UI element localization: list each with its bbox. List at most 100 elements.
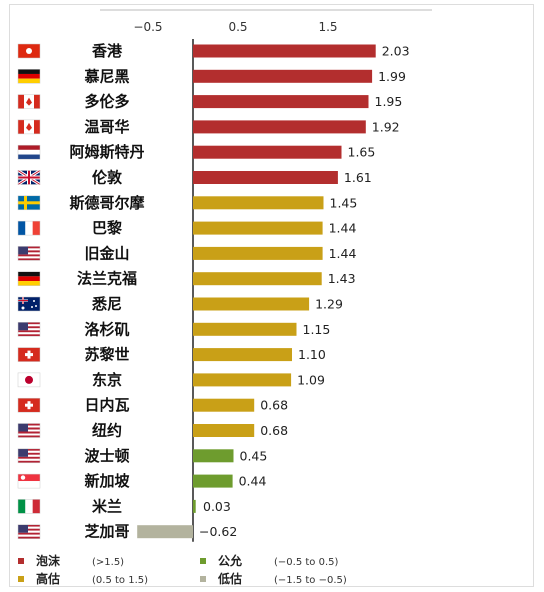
flag-canada-icon (17, 94, 41, 109)
bar-row-5: 伦敦 1.61 (17, 169, 372, 187)
city-label: 巴黎 (92, 219, 122, 237)
bar (193, 424, 255, 437)
flag-australia-icon (17, 296, 41, 312)
city-label: 新加坡 (84, 472, 129, 490)
bar (193, 221, 323, 235)
city-label: 温哥华 (84, 118, 129, 136)
bar-row-9: 法兰克福 1.43 (17, 270, 356, 288)
city-label: 苏黎世 (84, 346, 129, 364)
city-label: 斯德哥尔摩 (69, 194, 145, 212)
bar-row-0: 香港 2.03 (17, 42, 410, 60)
bar (193, 44, 376, 58)
city-label: 慕尼黑 (83, 67, 129, 85)
bar (193, 297, 310, 311)
value-label: 0.44 (239, 474, 267, 489)
bar (193, 272, 322, 286)
city-label: 纽约 (92, 422, 122, 440)
bar (193, 499, 196, 513)
flag-germany-icon (17, 69, 41, 84)
bar-row-3: 温哥华 1.92 (17, 118, 400, 136)
flag-canada-icon (17, 119, 41, 135)
flag-usa-icon (17, 246, 41, 261)
value-label: 1.45 (330, 195, 358, 210)
flag-france-icon (17, 220, 41, 236)
value-label: 1.92 (372, 119, 400, 134)
city-label: 伦敦 (92, 169, 123, 187)
value-label: 0.45 (240, 448, 268, 463)
flag-japan-icon (17, 372, 41, 388)
flag-usa-icon (17, 423, 41, 438)
bar-row-8: 旧金山 1.44 (17, 244, 357, 262)
value-label: 1.61 (344, 170, 372, 185)
row-layer: 香港 2.03 慕尼黑 1.99 多伦多 1.95 温哥华 1.92 阿姆斯特丹 1.65 伦敦 1.… (17, 42, 410, 541)
bar-row-12: 苏黎世 1.10 (17, 346, 326, 364)
flag-switzerland-icon (17, 347, 41, 362)
value-label: 1.15 (303, 322, 331, 337)
city-label: 日内瓦 (84, 396, 129, 414)
bar-row-15: 纽约 0.68 (17, 422, 288, 440)
bar (193, 196, 324, 210)
city-label: 东京 (92, 371, 122, 389)
flag-singapore-icon (17, 473, 41, 489)
city-label: 芝加哥 (84, 523, 129, 541)
bar (193, 69, 373, 83)
bar (137, 525, 193, 539)
bar-row-19: 芝加哥 −0.62 (17, 523, 237, 541)
value-label: 1.99 (378, 69, 406, 84)
city-label: 香港 (92, 42, 123, 60)
value-label: 1.65 (348, 145, 376, 160)
city-label: 多伦多 (84, 93, 129, 111)
value-label: 2.03 (382, 44, 410, 59)
bar (193, 398, 255, 412)
value-label: 1.29 (315, 297, 343, 312)
bar-row-11: 洛杉矶 1.15 (17, 320, 331, 338)
value-label: 0.68 (260, 423, 288, 438)
tick-label-2: 1.5 (318, 20, 337, 34)
value-label: 0.68 (260, 398, 288, 413)
bar (193, 474, 233, 488)
city-label: 米兰 (92, 497, 122, 515)
bar-row-16: 波士顿 0.45 (17, 447, 268, 465)
bar (193, 95, 369, 109)
bar (193, 449, 234, 463)
tick-label-0: −0.5 (133, 20, 162, 34)
flag-hongkong-icon (17, 43, 41, 59)
value-label: 1.43 (328, 271, 356, 286)
bar-row-6: 斯德哥尔摩 1.45 (17, 194, 358, 212)
bar-row-17: 新加坡 0.44 (17, 472, 267, 490)
city-label: 阿姆斯特丹 (69, 143, 144, 161)
bar (193, 120, 366, 134)
city-label: 悉尼 (91, 295, 122, 313)
city-label: 洛杉矶 (84, 320, 129, 338)
bar (193, 322, 297, 336)
value-label: 1.44 (329, 221, 357, 236)
value-label: 1.10 (298, 347, 326, 362)
bar-row-14: 日内瓦 0.68 (17, 396, 288, 414)
value-label: 1.44 (329, 246, 357, 261)
flag-germany-icon (17, 271, 41, 286)
value-label: 0.03 (203, 499, 231, 514)
flag-usa-icon (17, 448, 41, 464)
bar (193, 373, 292, 387)
flag-netherlands-icon (17, 144, 41, 160)
bar-row-7: 巴黎 1.44 (17, 219, 357, 237)
bar-row-10: 悉尼 1.29 (17, 295, 343, 313)
bar-row-4: 阿姆斯特丹 1.65 (17, 143, 376, 161)
flag-sweden-icon (17, 195, 41, 211)
city-label: 波士顿 (84, 447, 129, 465)
value-label: −0.62 (199, 524, 237, 539)
value-label: 1.95 (375, 94, 403, 109)
flag-italy-icon (17, 499, 41, 514)
bar-row-1: 慕尼黑 1.99 (17, 67, 406, 85)
city-label: 法兰克福 (77, 270, 137, 288)
bar (193, 171, 338, 184)
flag-usa-icon (17, 524, 41, 539)
bar (193, 348, 292, 362)
bar-row-2: 多伦多 1.95 (17, 93, 403, 111)
city-label: 旧金山 (84, 244, 129, 262)
bar-row-13: 东京 1.09 (17, 371, 325, 389)
flag-switzerland-icon (17, 397, 41, 413)
flag-uk-icon (17, 169, 41, 186)
value-label: 1.09 (297, 372, 325, 387)
